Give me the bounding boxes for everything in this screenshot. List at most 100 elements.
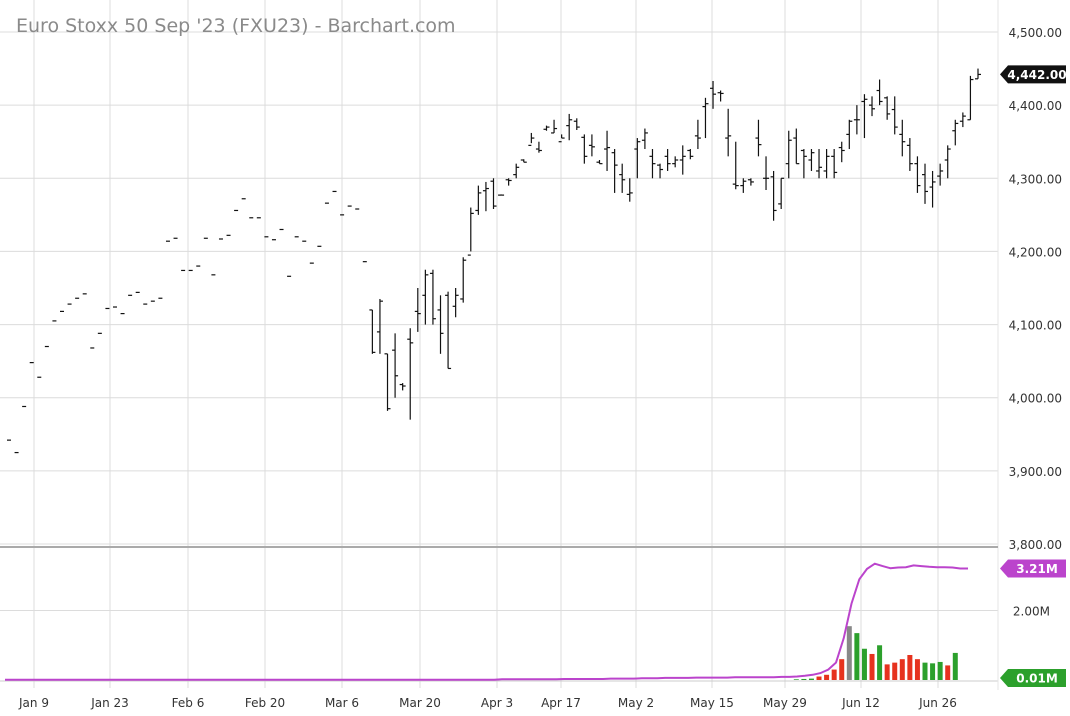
ohlc-bar	[884, 96, 891, 120]
open-interest-line	[5, 562, 968, 681]
ohlc-bar	[793, 128, 800, 165]
ohlc-bar	[588, 134, 595, 157]
ohlc-bar	[944, 145, 951, 179]
value-badges: 4,442.00 3.21M 0.01M	[1000, 65, 1067, 687]
ohlc-bar	[876, 79, 883, 106]
ohlc-bar	[831, 149, 838, 179]
ohlc-bar	[649, 149, 656, 179]
ohlc-bar	[626, 178, 633, 202]
volume-bar	[945, 665, 951, 680]
ohlc-bar	[694, 119, 701, 150]
ohlc-bar	[528, 132, 535, 146]
ohlc-bar	[702, 97, 709, 139]
volume-bar	[854, 633, 860, 680]
ohlc-bar	[392, 333, 399, 398]
ohlc-bar	[778, 177, 785, 210]
y-tick-label: 3,800.00	[1009, 538, 1062, 552]
ohlc-bar	[407, 328, 414, 420]
ohlc-bar	[770, 170, 777, 221]
ohlc-bar	[513, 163, 520, 179]
x-tick-label: Jun 26	[918, 696, 957, 710]
ohlc-bar	[573, 118, 580, 131]
ohlc-bar	[399, 383, 406, 391]
volume-bar	[899, 659, 905, 680]
ohlc-bar	[475, 185, 482, 215]
ohlc-bar	[959, 112, 966, 128]
ohlc-bar	[929, 170, 936, 208]
ohlc-bar	[558, 134, 565, 143]
x-tick-label: May 15	[690, 696, 734, 710]
ohlc-bar	[551, 119, 558, 134]
volume-low-badge: 0.01M	[1000, 669, 1066, 687]
ohlc-bar	[566, 113, 573, 141]
volume-tick-label: 2.00M	[1013, 605, 1050, 619]
y-tick-label: 4,000.00	[1009, 392, 1062, 406]
volume-bar	[808, 678, 814, 680]
volume-bar	[793, 679, 799, 680]
ohlc-bar	[763, 156, 770, 190]
ohlc-bar	[664, 149, 671, 171]
x-tick-label: Jan 23	[90, 696, 129, 710]
ohlc-bar	[717, 90, 724, 102]
x-tick-label: Mar 6	[325, 696, 359, 710]
ohlc-bar	[520, 159, 527, 163]
x-tick-label: May 2	[618, 696, 654, 710]
ohlc-bar	[596, 160, 603, 165]
ohlc-bar	[581, 134, 588, 164]
ohlc-bar	[800, 149, 807, 179]
ohlc-bar	[808, 149, 815, 171]
volume-series	[793, 626, 958, 680]
ohlc-bar	[429, 269, 436, 325]
y-tick-label: 4,300.00	[1009, 172, 1062, 186]
ohlc-bar	[679, 145, 686, 175]
volume-low-badge-text: 0.01M	[1016, 672, 1058, 686]
last-price-badge-text: 4,442.00	[1007, 68, 1066, 82]
ohlc-bar	[906, 138, 913, 171]
ohlc-bar	[975, 68, 981, 80]
open-interest-badge-text: 3.21M	[1016, 562, 1058, 576]
ohlc-bar	[376, 298, 383, 354]
ohlc-bar	[414, 288, 421, 332]
ohlc-bar	[543, 125, 550, 131]
x-tick-label: Jun 12	[841, 696, 880, 710]
ohlc-bar	[853, 105, 860, 135]
volume-bar	[937, 661, 943, 680]
ohlc-bar	[816, 149, 823, 179]
ohlc-bar	[422, 269, 429, 325]
x-tick-label: Jan 9	[18, 696, 49, 710]
volume-bar	[952, 652, 958, 680]
ohlc-bar	[710, 81, 717, 109]
volume-bar	[824, 674, 830, 680]
ohlc-bar	[952, 119, 959, 146]
ohlc-bar	[384, 353, 391, 411]
volume-bar	[801, 678, 807, 680]
ohlc-bar	[490, 178, 497, 210]
ohlc-bar	[755, 119, 762, 157]
volume-bar	[816, 676, 822, 680]
price-series	[7, 68, 981, 454]
chart-title: Euro Stoxx 50 Sep '23 (FXU23) - Barchart…	[16, 15, 456, 37]
ohlc-bar	[725, 108, 732, 157]
ohlc-bar	[611, 149, 618, 193]
ohlc-bar	[467, 207, 474, 256]
volume-bar	[892, 662, 898, 680]
ohlc-bar	[437, 295, 444, 354]
grid-layer	[0, 0, 999, 690]
ohlc-bar	[641, 128, 648, 150]
ohlc-bar	[937, 163, 944, 186]
ohlc-bar	[657, 163, 664, 179]
y-tick-label: 4,500.00	[1009, 26, 1062, 40]
ohlc-bar	[869, 96, 876, 117]
ohlc-bar	[535, 141, 542, 153]
volume-bar	[930, 663, 936, 680]
volume-bar	[846, 626, 852, 680]
open-interest-series	[5, 562, 968, 681]
ohlc-bar	[861, 94, 868, 139]
ohlc-bar	[452, 288, 459, 318]
x-tick-label: Apr 3	[481, 696, 513, 710]
ohlc-bar	[823, 149, 830, 179]
ohlc-bar	[838, 141, 845, 163]
volume-bar	[831, 669, 837, 680]
volume-bar	[861, 648, 867, 680]
